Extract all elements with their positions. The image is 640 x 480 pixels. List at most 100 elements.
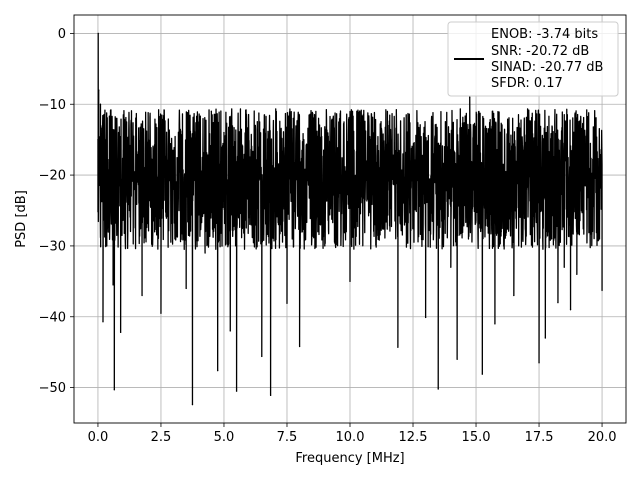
psd-data-point <box>99 103 102 105</box>
y-tick-label: −10 <box>39 98 66 113</box>
psd-data-point <box>160 312 162 314</box>
legend-box <box>447 21 619 97</box>
x-tick-label: 0.0 <box>88 430 109 445</box>
y-axis-label: PSD [dB] <box>14 190 29 248</box>
psd-data-point <box>242 188 244 190</box>
psd-data-point <box>292 117 294 120</box>
psd-data-point <box>112 284 114 286</box>
psd-data-point <box>387 124 389 127</box>
psd-data-point <box>198 167 200 169</box>
psd-data-point <box>141 294 143 297</box>
psd-data-point <box>488 167 490 169</box>
psd-data-point <box>311 202 313 205</box>
psd-data-point <box>362 181 364 183</box>
psd-data-point <box>475 209 477 212</box>
psd-data-point <box>98 174 101 176</box>
psd-data-point <box>97 139 99 141</box>
psd-data-point <box>576 273 578 275</box>
psd-data-point <box>450 266 452 268</box>
psd-data-point <box>135 124 137 127</box>
psd-data-point <box>425 316 427 319</box>
psd-data-point <box>98 89 100 91</box>
psd-data-point <box>481 373 483 375</box>
psd-data-point <box>101 188 103 190</box>
psd-data-point <box>147 153 149 155</box>
psd-data-point <box>551 238 553 240</box>
psd-data-point <box>601 289 603 292</box>
psd-data-point <box>97 32 99 35</box>
psd-data-point <box>109 160 112 162</box>
psd-data-point <box>513 294 515 297</box>
psd-data-point <box>120 331 122 333</box>
legend-sinad: SINAD: -20.77 dB <box>491 60 603 75</box>
x-axis-ticks: 0.0 2.5 5.0 7.5 10.0 12.5 15.0 17.5 20.0 <box>88 423 617 445</box>
psd-data-point <box>443 146 446 148</box>
psd-data-point <box>102 321 104 323</box>
psd-data-point <box>286 302 288 304</box>
y-tick-label: −20 <box>39 169 66 184</box>
psd-data-point <box>557 301 559 304</box>
psd-data-point <box>374 224 376 226</box>
y-tick-label: 0 <box>58 27 66 42</box>
x-tick-label: 5.0 <box>214 430 235 445</box>
legend: ENOB: -3.74 bits SNR: -20.72 dB SINAD: -… <box>447 21 619 97</box>
psd-data-point <box>113 389 115 391</box>
psd-data-point <box>261 355 263 358</box>
legend-snr: SNR: -20.72 dB <box>491 44 589 59</box>
psd-data-point <box>324 245 326 247</box>
psd-data-point <box>204 252 206 254</box>
psd-data-point <box>172 188 175 190</box>
psd-data-point <box>273 174 275 176</box>
x-tick-label: 7.5 <box>277 430 298 445</box>
y-tick-label: −30 <box>39 239 66 254</box>
psd-data-point <box>588 202 591 205</box>
psd-data-point <box>336 160 338 162</box>
psd-data-point <box>267 139 269 141</box>
psd-data-point <box>106 245 108 247</box>
legend-sfdr: SFDR: 0.17 <box>491 76 563 91</box>
x-tick-label: 17.5 <box>525 430 554 445</box>
psd-data-point <box>349 280 351 282</box>
legend-enob: ENOB: -3.74 bits <box>491 27 598 42</box>
y-tick-label: −40 <box>39 310 66 325</box>
psd-data-point <box>525 188 528 190</box>
psd-data-point <box>397 346 399 348</box>
psd-data-point <box>270 394 272 396</box>
x-tick-label: 20.0 <box>588 430 617 445</box>
psd-data-point <box>154 231 156 233</box>
psd-data-point <box>185 287 187 290</box>
psd-data-point <box>563 266 565 268</box>
psd-data-point <box>298 345 301 348</box>
psd-data-point <box>500 231 502 233</box>
psd-data-point <box>210 110 212 112</box>
psd-data-point <box>406 216 408 219</box>
psd-data-point <box>569 309 572 311</box>
psd-data-point <box>122 174 124 176</box>
x-tick-label: 10.0 <box>336 430 365 445</box>
y-tick-label: −50 <box>39 381 66 396</box>
psd-data-point <box>217 369 219 372</box>
y-axis-ticks: 0 −10 −20 −30 −40 −50 <box>39 27 74 396</box>
psd-data-point <box>235 390 238 392</box>
psd-data-point <box>437 388 439 390</box>
psd-data-point <box>229 330 231 332</box>
x-tick-label: 2.5 <box>151 430 172 445</box>
psd-data-point <box>248 216 250 219</box>
psd-data-point <box>418 174 420 176</box>
psd-data-point <box>538 362 540 364</box>
psd-data-point <box>191 403 194 406</box>
psd-data-point <box>494 323 496 325</box>
x-tick-label: 15.0 <box>462 430 491 445</box>
psd-data-point <box>462 174 465 176</box>
x-tick-label: 12.5 <box>399 430 428 445</box>
psd-line <box>97 32 603 406</box>
psd-data-point <box>103 131 105 134</box>
psd-data-point <box>116 117 118 120</box>
psd-data-point <box>128 209 131 212</box>
psd-trace <box>97 32 603 406</box>
psd-data-point <box>544 337 546 339</box>
x-axis-label: Frequency [MHz] <box>295 451 404 466</box>
psd-data-point <box>469 96 471 98</box>
psd-data-point <box>223 131 225 134</box>
